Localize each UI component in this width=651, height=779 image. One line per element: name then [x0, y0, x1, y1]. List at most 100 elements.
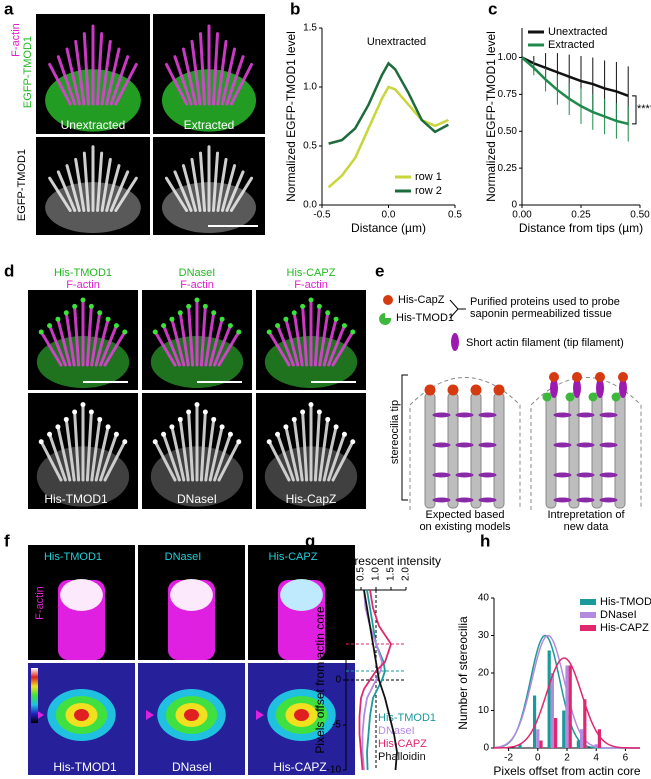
annotation: Unextracted	[367, 36, 426, 48]
y-tick-label: 10	[478, 705, 490, 716]
crosslink	[478, 472, 497, 478]
stereocilium	[56, 317, 72, 367]
capz	[470, 384, 482, 396]
tip	[227, 323, 233, 329]
stereocilium	[96, 32, 104, 106]
caption: new data	[564, 521, 610, 533]
actin-core	[493, 392, 505, 509]
tip	[161, 431, 167, 437]
tip	[316, 303, 322, 309]
crosslink	[432, 497, 451, 503]
legend-label: row 2	[415, 185, 442, 197]
tip	[80, 402, 86, 408]
stereocilium	[225, 55, 245, 106]
outline	[409, 377, 521, 510]
legend-label: His-TMOD1	[378, 712, 436, 724]
header: DNaseI	[179, 267, 216, 279]
y-tick-label: -10	[327, 765, 342, 776]
header: His-CAPZ	[287, 267, 336, 279]
tip	[227, 431, 233, 437]
stereocilium	[105, 47, 121, 106]
legend-label: His-CAPZ	[600, 622, 649, 634]
x-tick-label: 0.25	[571, 210, 591, 221]
stereocilium	[284, 425, 300, 482]
stereocilium	[153, 440, 177, 482]
actin-core	[545, 392, 557, 509]
bar	[583, 699, 587, 748]
tip	[152, 439, 158, 445]
crosslink	[599, 412, 618, 418]
stereocilium	[170, 425, 186, 482]
y-tick-label: 10	[330, 585, 342, 596]
bar	[579, 729, 584, 748]
stereocilium	[267, 330, 291, 367]
stereocilium	[331, 330, 355, 367]
stereocilium	[313, 410, 321, 482]
capz	[595, 372, 605, 382]
stereocilium	[164, 176, 189, 212]
tip	[202, 303, 208, 309]
tip	[177, 310, 183, 316]
x-axis-label: Fluorescent intensity	[331, 554, 441, 568]
tip	[350, 439, 356, 445]
y-axis-label: Pixels offset from actin core	[313, 606, 327, 753]
stereocilium	[178, 417, 190, 482]
stereocilium	[213, 324, 232, 367]
stereocilium	[82, 151, 90, 212]
tip	[219, 316, 225, 322]
y-tick-label: 0.50	[498, 126, 518, 137]
panel-label: a	[4, 0, 14, 18]
stereocilium	[48, 176, 72, 212]
stereocilium	[109, 55, 130, 106]
legend-label: Phalloidin	[378, 751, 426, 763]
line	[327, 85, 449, 189]
stereocilium	[170, 317, 186, 367]
stereocilium	[65, 164, 81, 212]
crosslink	[455, 472, 474, 478]
x-tick-label: -0.5	[313, 210, 331, 221]
stereocilium	[187, 304, 195, 367]
stereocilium	[85, 410, 93, 482]
stereocilium	[114, 62, 138, 106]
tip	[122, 439, 128, 445]
stereocilium	[173, 170, 193, 212]
image-label: His-TMOD1	[44, 492, 108, 506]
actin-core	[614, 392, 626, 509]
crosslink	[455, 497, 474, 503]
tip	[55, 316, 61, 322]
tip	[72, 303, 78, 309]
crosslink	[455, 442, 474, 448]
panel-label: b	[290, 0, 300, 18]
tmod	[611, 392, 621, 402]
tip	[283, 316, 289, 322]
image-label: His-CAPZ	[273, 760, 326, 774]
header: F-actin	[66, 279, 100, 291]
capz	[493, 384, 505, 396]
stereocilium	[322, 425, 338, 482]
actin-core	[568, 392, 580, 509]
tip	[211, 416, 217, 422]
tmod	[542, 392, 552, 402]
y-tick-label: 1.00	[498, 52, 518, 63]
tmod	[588, 392, 598, 402]
stereocilium	[181, 47, 198, 106]
tip	[325, 310, 331, 316]
stereocilium	[216, 157, 228, 212]
arrowhead	[256, 710, 264, 720]
legend-text: His-TMOD1	[396, 312, 454, 324]
tip	[169, 316, 175, 322]
tip	[236, 439, 242, 445]
x-tick-label: 4	[593, 753, 599, 764]
stereocilium	[162, 324, 181, 367]
panel-label: d	[4, 261, 14, 280]
y-tick-label: 0.25	[498, 163, 518, 174]
tip	[38, 439, 44, 445]
y-axis-label: Number of stereocilia	[456, 616, 470, 730]
x-tick-label: 1.5	[386, 567, 397, 581]
tip	[211, 310, 217, 316]
tip	[97, 310, 103, 316]
image-label: DNaseI	[172, 760, 212, 774]
legend-label: DNaseI	[600, 609, 637, 621]
x-axis-label: Distance (µm)	[351, 221, 426, 235]
